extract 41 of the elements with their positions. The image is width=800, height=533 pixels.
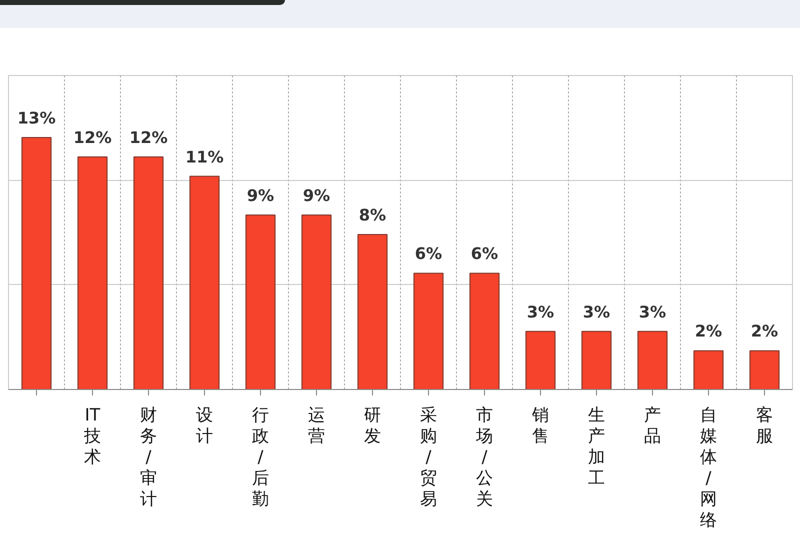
bar (77, 156, 108, 390)
x-tick-label: 运营 (308, 406, 325, 446)
bar (749, 350, 780, 390)
data-label: 12% (129, 128, 168, 147)
data-label: 9% (246, 186, 274, 206)
x-tick-label: 客服 (756, 406, 773, 446)
x-tick-label: 采购/贸易 (420, 406, 437, 510)
bar (469, 272, 500, 390)
x-tick-label: 生产加工 (588, 406, 605, 488)
data-label: 2% (750, 322, 778, 341)
data-label: 6% (470, 244, 498, 264)
data-label: 11% (185, 147, 224, 166)
data-label: 3% (526, 302, 554, 322)
data-label: 8% (358, 205, 386, 224)
x-tick-label: 销售 (531, 406, 549, 446)
x-tick-label: IT技术 (83, 406, 101, 468)
data-label: 6% (414, 244, 442, 264)
data-label: 2% (694, 322, 722, 341)
x-tick-label: 行政/后勤 (252, 406, 269, 510)
x-tick-label: 市场/公关 (475, 406, 493, 510)
data-label: 3% (582, 302, 610, 322)
bar (413, 272, 444, 390)
bar (245, 214, 276, 390)
x-tick-label: 设计 (196, 406, 213, 446)
bar (637, 330, 668, 390)
x-tick-label: 产品 (644, 406, 661, 446)
bar (581, 330, 612, 390)
bar (189, 176, 220, 390)
x-tick-label: 财务/审计 (140, 406, 157, 510)
x-tick-label: 研发 (364, 406, 381, 446)
bar (133, 156, 164, 390)
bar (525, 330, 556, 390)
data-label: 3% (638, 302, 666, 322)
x-tick-label: 自媒体/网络 (700, 406, 717, 530)
data-label: 12% (73, 128, 112, 147)
bar (21, 137, 52, 390)
data-label: 9% (302, 186, 330, 206)
bar (301, 214, 332, 390)
bar (693, 350, 724, 390)
bar (357, 234, 388, 390)
data-label: 13% (17, 108, 56, 128)
